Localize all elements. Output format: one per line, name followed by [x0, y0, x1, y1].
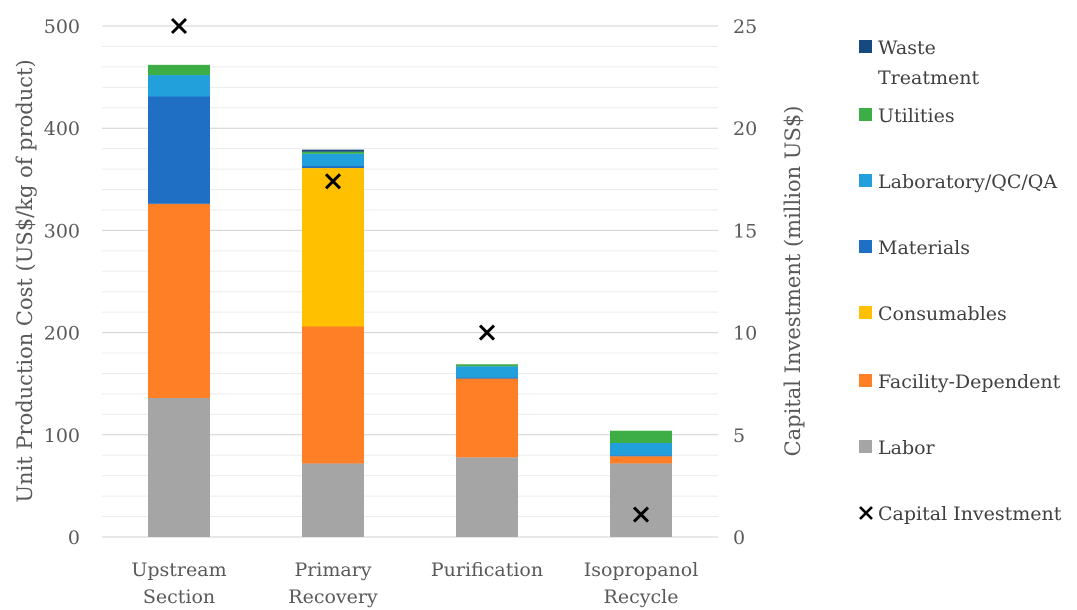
bar-segment [456, 457, 518, 537]
capital-investment-marker [632, 506, 650, 523]
legend-label-line: Utilities [878, 105, 955, 127]
y2-tick-label: 10 [733, 323, 757, 345]
primary-y-tick-labels: 0 100 200 300 400 500 [44, 16, 80, 549]
x-tick-line: Recycle [604, 586, 679, 608]
x-tick-label: Upstream Section [131, 559, 226, 608]
y-axis-title: Unit Production Cost (US$/kg of product) [13, 59, 37, 502]
legend-swatch [859, 440, 872, 453]
bar-segment [456, 366, 518, 378]
legend-label: Consumables [878, 303, 1007, 325]
bar-segment [456, 378, 518, 458]
legend-marker-x [859, 506, 873, 520]
legend-label-line: Materials [878, 237, 970, 259]
y-tick-label: 400 [44, 118, 80, 140]
legend-label-line: Waste [878, 37, 936, 59]
bar-segment [148, 398, 210, 537]
capital-investment-marker [170, 17, 188, 35]
legend-label-line: Labor [878, 437, 936, 459]
legend-label: Waste Treatment [878, 37, 979, 89]
bar-segment [302, 168, 364, 327]
x-tick-label: Primary Recovery [288, 559, 378, 608]
y2-tick-label: 25 [733, 16, 757, 38]
bar-segment [302, 166, 364, 169]
bar-segment [148, 75, 210, 97]
y-tick-label: 0 [68, 527, 80, 549]
legend-label: Utilities [878, 105, 955, 127]
y2-tick-label: 20 [733, 118, 757, 140]
legend-label-line: Facility-Dependent [878, 371, 1061, 393]
capital-investment-markers [170, 17, 650, 523]
legend-label: Laboratory/QC/QA [878, 171, 1057, 193]
x-tick-line: Primary [294, 559, 371, 581]
bar-segment [610, 463, 672, 537]
bar-segment [456, 364, 518, 367]
legend-label-line: Consumables [878, 303, 1007, 325]
legend-label-line: Laboratory/QC/QA [878, 171, 1057, 193]
y-tick-label: 500 [44, 16, 80, 38]
bar-stacks [148, 64, 672, 537]
bar-segment [148, 203, 210, 399]
x-tick-label: Isopropanol Recycle [584, 559, 699, 608]
legend-label: Facility-Dependent [878, 371, 1061, 393]
legend-swatch [859, 374, 872, 387]
y-tick-label: 100 [44, 425, 80, 447]
legend-label-line: Treatment [878, 67, 979, 89]
bar-segment [148, 64, 210, 76]
x-tick-line: Isopropanol [584, 559, 699, 581]
legend-swatch [859, 40, 872, 53]
x-tick-line: Purification [431, 559, 543, 581]
legend-swatch [859, 108, 872, 121]
legend-swatch [859, 306, 872, 319]
bar-segment [610, 456, 672, 464]
x-tick-labels: Upstream Section Primary Recovery Purificati… [131, 559, 698, 608]
bar-segment [302, 463, 364, 537]
bar-segment [610, 430, 672, 443]
secondary-y-axis-title: Capital Investment (million US$) [781, 106, 805, 457]
y2-tick-label: 5 [733, 425, 745, 447]
bar-segment [456, 377, 518, 379]
legend-swatch [859, 240, 872, 253]
bar-segment [302, 326, 364, 464]
secondary-y-tick-labels: 0 5 10 15 20 25 [733, 16, 757, 549]
legend: Waste Treatment Utilities Laboratory/QC/QA M… [859, 37, 1062, 525]
x-tick-line: Upstream [131, 559, 226, 581]
x-tick-line: Recovery [288, 586, 378, 608]
bar-segment [148, 96, 210, 204]
bar-segment [302, 149, 364, 152]
y2-tick-label: 0 [733, 527, 745, 549]
capital-investment-marker [478, 324, 496, 341]
y-tick-label: 300 [44, 220, 80, 242]
bar-segment [302, 153, 364, 167]
bar-segment [610, 442, 672, 456]
x-tick-label: Purification [431, 559, 543, 581]
capital-investment-marker [324, 173, 342, 190]
y-tick-label: 200 [44, 323, 80, 345]
y2-tick-label: 15 [733, 220, 757, 242]
bar-segment [302, 151, 364, 154]
bar-segment [610, 455, 672, 457]
legend-swatch [859, 174, 872, 187]
x-tick-line: Section [143, 586, 215, 608]
legend-label: Materials [878, 237, 970, 259]
legend-label-line: Capital Investment [878, 503, 1062, 525]
legend-label: Labor [878, 437, 936, 459]
legend-label: Capital Investment [878, 503, 1062, 525]
